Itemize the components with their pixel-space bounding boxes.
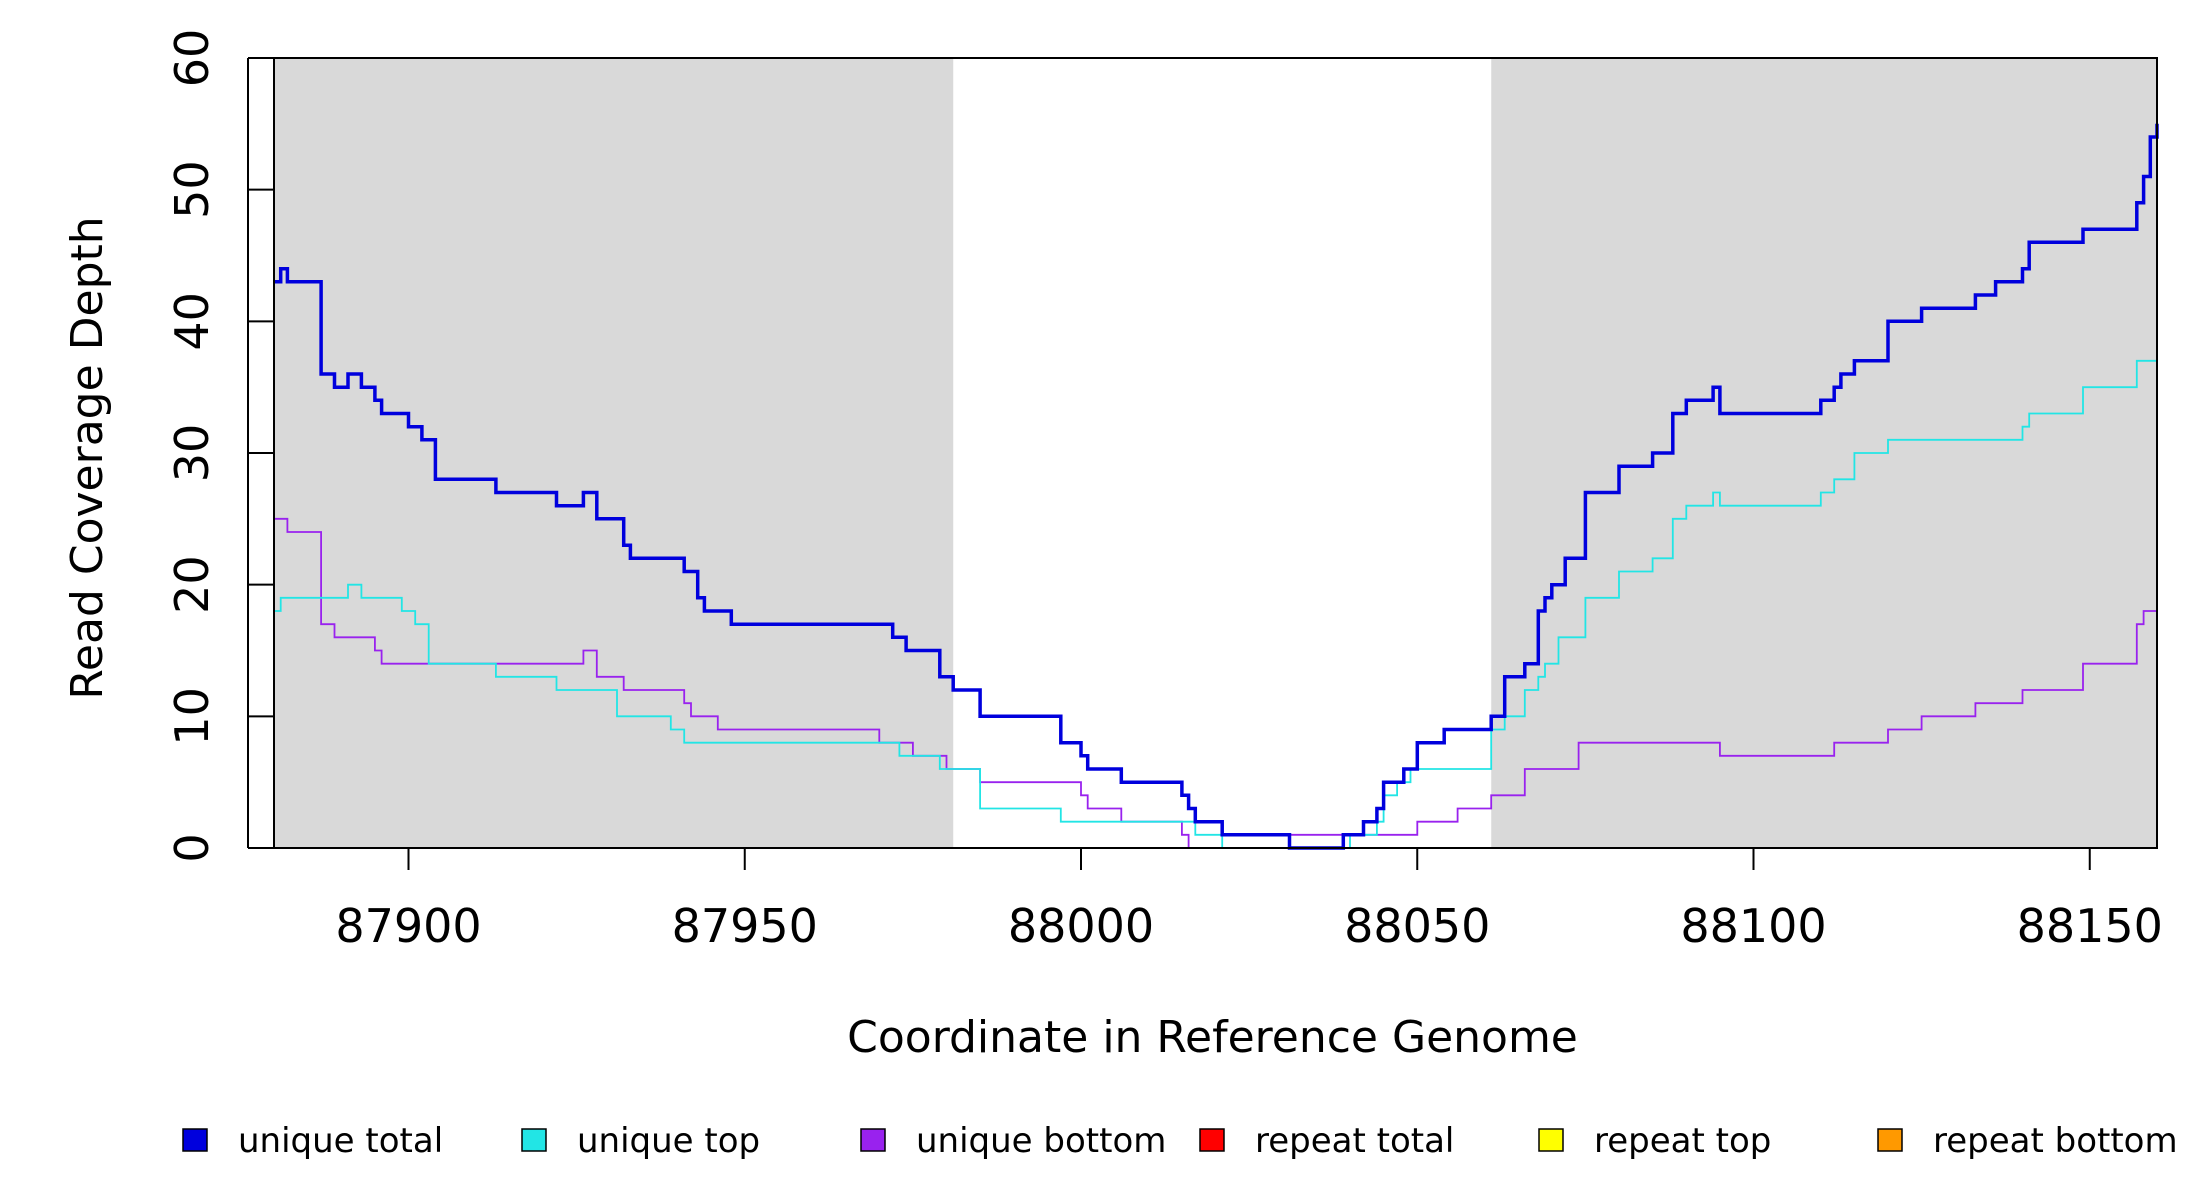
x-tick-label: 88000 (1008, 899, 1154, 953)
legend-swatch-unique-bottom (860, 1128, 886, 1152)
legend-swatch-unique-total (182, 1128, 208, 1152)
shaded-region-1 (274, 58, 954, 848)
legend-swatch-repeat-bottom (1877, 1128, 1903, 1152)
legend-label-repeat-top: repeat top (1594, 1121, 1771, 1161)
y-tick-label: 0 (165, 833, 219, 862)
y-tick-label: 30 (165, 424, 219, 483)
y-tick-label: 50 (165, 160, 219, 219)
y-tick-label: 40 (165, 292, 219, 351)
legend-swatch-unique-top (521, 1128, 547, 1152)
series-line-unique-bottom (274, 517, 2157, 849)
x-tick-label: 88050 (1344, 899, 1490, 953)
x-tick-label: 87900 (335, 899, 481, 953)
x-axis: 87900 87950 88000 88050 88100 88150 (335, 847, 2163, 953)
y-tick-label: 60 (165, 29, 219, 88)
legend-label-repeat-total: repeat total (1255, 1121, 1454, 1161)
y-tick-label: 10 (165, 687, 219, 746)
x-tick-label: 87950 (672, 899, 818, 953)
y-tick-label: 20 (165, 555, 219, 614)
shaded-regions (274, 58, 2157, 848)
x-tick-label: 88100 (1680, 899, 1826, 953)
shaded-region-2 (1491, 58, 2157, 848)
legend-label-unique-total: unique total (238, 1121, 443, 1161)
x-axis-title: Coordinate in Reference Genome (847, 1012, 1578, 1063)
legend-label-unique-top: unique top (577, 1121, 760, 1161)
legend: unique total unique top unique bottom repea… (182, 1121, 2178, 1161)
legend-swatch-repeat-top (1538, 1128, 1564, 1152)
legend-label-unique-bottom: unique bottom (916, 1121, 1166, 1161)
legend-swatch-repeat-total (1199, 1128, 1225, 1152)
legend-label-repeat-bottom: repeat bottom (1933, 1121, 2178, 1161)
y-axis: 0 10 20 30 40 50 60 (165, 29, 274, 863)
y-axis-title: Read Coverage Depth (62, 216, 113, 699)
x-tick-label: 88150 (2017, 899, 2163, 953)
